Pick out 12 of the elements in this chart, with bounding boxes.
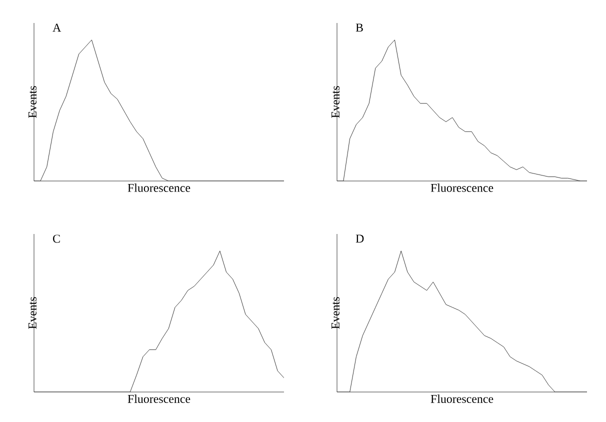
x-axis-title: Fluorescence — [430, 394, 494, 403]
y-axis-title: Events — [332, 86, 340, 118]
y-axis-title: Events — [332, 297, 340, 329]
x-axis-title: Fluorescence — [128, 394, 190, 403]
chart-title: D — [356, 234, 364, 243]
y-axis-title: Events — [28, 86, 36, 118]
chart-title: A — [52, 24, 62, 32]
y-axis-title: Events — [28, 297, 36, 329]
x-axis-title: Fluorescence — [430, 184, 494, 192]
x-axis-title: Fluorescence — [128, 184, 190, 192]
chart-title: C — [53, 234, 60, 243]
chart-title: B — [356, 24, 363, 32]
